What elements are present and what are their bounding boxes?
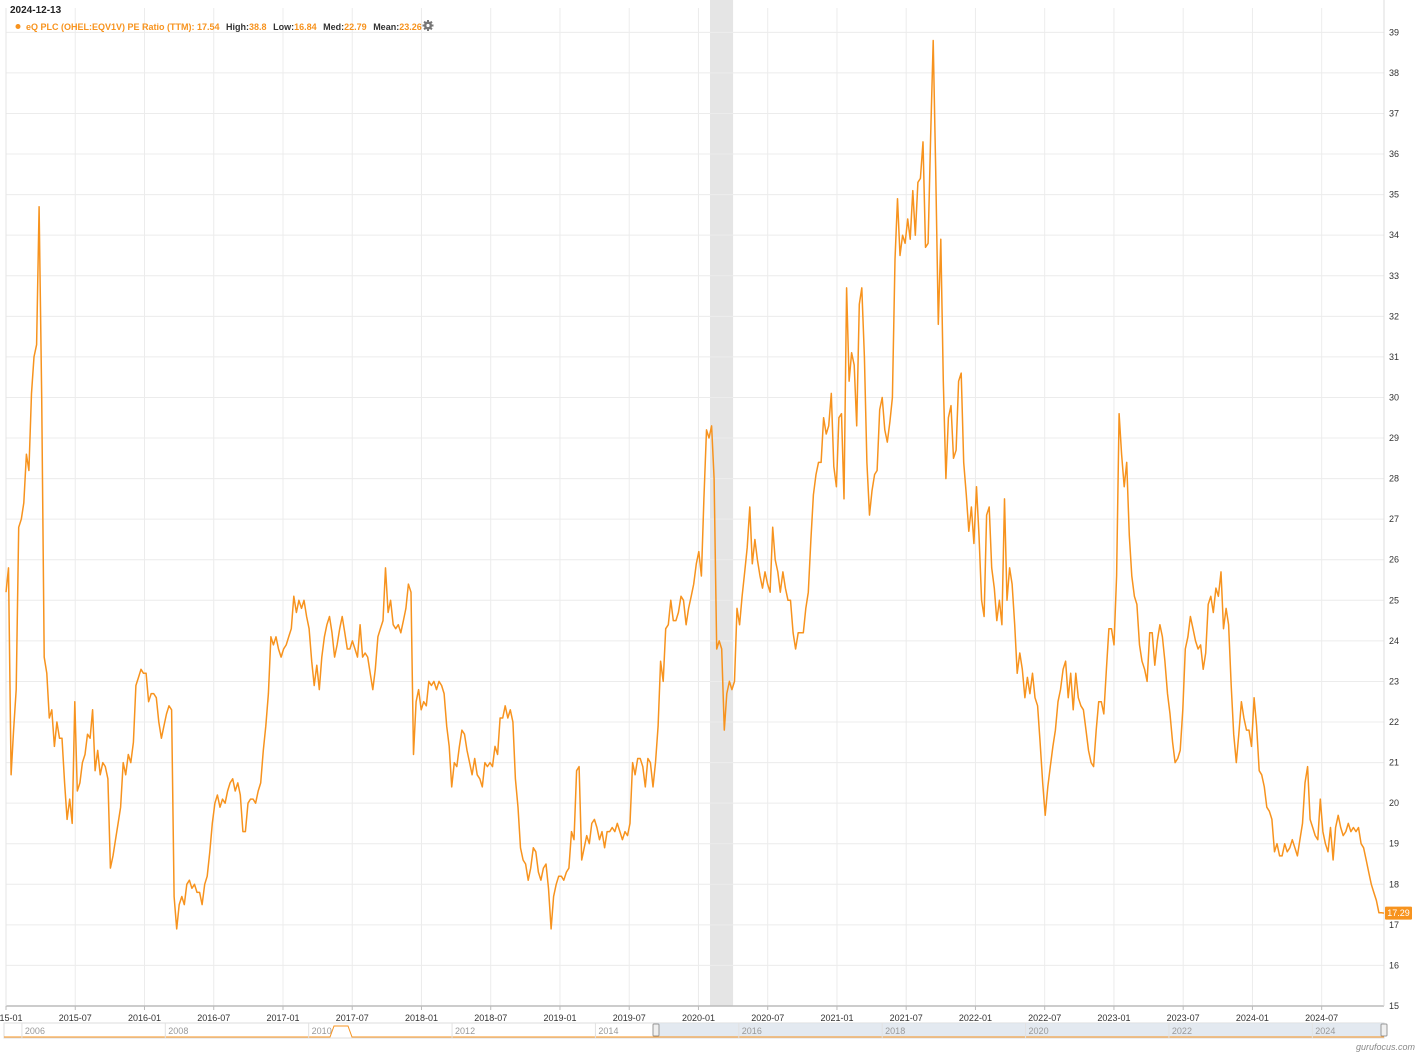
gear-icon[interactable] bbox=[422, 20, 434, 31]
y-tick-label: 16 bbox=[1389, 960, 1399, 970]
watermark: gurufocus.com bbox=[1356, 1042, 1416, 1052]
x-tick-label: 2019-07 bbox=[613, 1013, 646, 1023]
navigator-left-handle[interactable] bbox=[652, 1023, 660, 1037]
x-axis-ticks: 2015-01 2015-07 2016-01 2016-07 2017-01 2017-… bbox=[0, 1006, 1338, 1023]
y-tick-label: 23 bbox=[1389, 676, 1399, 686]
y-tick-label: 39 bbox=[1389, 27, 1399, 37]
x-tick-label: 2015-01 bbox=[0, 1013, 23, 1023]
recession-band bbox=[710, 0, 734, 1006]
series-legend: eQ PLC (OHEL:EQV1V) PE Ratio (TTM): 17.5… bbox=[26, 22, 422, 32]
y-tick-label: 36 bbox=[1389, 149, 1399, 159]
x-tick-label: 2020-07 bbox=[751, 1013, 784, 1023]
y-tick-label: 38 bbox=[1389, 68, 1399, 78]
y-tick-label: 32 bbox=[1389, 311, 1399, 321]
y-tick-label: 28 bbox=[1389, 474, 1399, 484]
y-tick-label: 15 bbox=[1389, 1001, 1399, 1011]
series-legend-dot bbox=[15, 24, 21, 29]
navigator-tick-label: 2012 bbox=[455, 1026, 475, 1036]
y-tick-label: 35 bbox=[1389, 190, 1399, 200]
y-tick-label: 31 bbox=[1389, 352, 1399, 362]
grid-layer bbox=[5, 0, 1385, 1007]
y-axis-ticks: 15 16 17 18 19 20 21 22 23 24 25 26 27 28 29 30 31 32 33 34… bbox=[1389, 27, 1399, 1011]
y-tick-label: 30 bbox=[1389, 392, 1399, 402]
series-legend-label: eQ PLC (OHEL:EQV1V) PE Ratio (TTM): 17.5… bbox=[26, 22, 220, 32]
x-tick-label: 2020-01 bbox=[682, 1013, 715, 1023]
y-tick-label: 27 bbox=[1389, 514, 1399, 524]
navigator[interactable]: 2006 2008 2010 2012 2014 2016 2018 2020 2022 2024 bbox=[3, 1022, 1388, 1039]
x-tick-label: 2019-01 bbox=[543, 1013, 576, 1023]
pe-ratio-line bbox=[5, 39, 1385, 930]
x-tick-label: 2018-07 bbox=[474, 1013, 507, 1023]
y-tick-label: 20 bbox=[1389, 798, 1399, 808]
x-tick-label: 2022-01 bbox=[959, 1013, 992, 1023]
x-tick-label: 2015-07 bbox=[59, 1013, 92, 1023]
current-value-label: 17.29 bbox=[1387, 908, 1410, 918]
stat-med-value: 22.79 bbox=[344, 22, 367, 32]
y-tick-label: 33 bbox=[1389, 271, 1399, 281]
x-tick-label: 2017-07 bbox=[336, 1013, 369, 1023]
x-tick-label: 2016-01 bbox=[128, 1013, 161, 1023]
navigator-tick-label: 2008 bbox=[168, 1026, 188, 1036]
y-tick-label: 25 bbox=[1389, 595, 1399, 605]
navigator-tick-label: 2024 bbox=[1315, 1026, 1335, 1036]
y-tick-label: 21 bbox=[1389, 758, 1399, 768]
x-tick-label: 2018-01 bbox=[405, 1013, 438, 1023]
navigator-selection[interactable] bbox=[657, 1023, 1384, 1038]
x-tick-label: 2021-07 bbox=[890, 1013, 923, 1023]
navigator-right-handle[interactable] bbox=[1380, 1023, 1388, 1037]
x-tick-label: 2024-01 bbox=[1236, 1013, 1269, 1023]
x-tick-label: 2024-07 bbox=[1305, 1013, 1338, 1023]
current-value-badge: 17.29 bbox=[1385, 906, 1412, 920]
stat-high-value: 38.8 bbox=[249, 22, 267, 32]
series-layer bbox=[5, 39, 1385, 930]
x-tick-label: 2023-07 bbox=[1167, 1013, 1200, 1023]
navigator-tick-label: 2014 bbox=[598, 1026, 618, 1036]
stat-med-label: Med: bbox=[323, 22, 344, 32]
recession-band-layer bbox=[710, 0, 734, 1006]
navigator-tick-label: 2016 bbox=[742, 1026, 762, 1036]
y-tick-label: 18 bbox=[1389, 879, 1399, 889]
stat-low-value: 16.84 bbox=[294, 22, 317, 32]
y-tick-label: 29 bbox=[1389, 433, 1399, 443]
y-tick-label: 34 bbox=[1389, 230, 1399, 240]
navigator-series-line bbox=[4, 1025, 1384, 1038]
y-tick-label: 19 bbox=[1389, 839, 1399, 849]
y-tick-label: 37 bbox=[1389, 108, 1399, 118]
x-tick-label: 2023-01 bbox=[1097, 1013, 1130, 1023]
navigator-tick-label: 2010 bbox=[312, 1026, 332, 1036]
stat-mean-value: 23.26 bbox=[399, 22, 422, 32]
x-tick-label: 2017-01 bbox=[266, 1013, 299, 1023]
navigator-ticks: 2006 2008 2010 2012 2014 2016 2018 2020 2022 2024 bbox=[21, 1023, 1335, 1038]
navigator-tick-label: 2006 bbox=[25, 1026, 45, 1036]
stat-low-label: Low: bbox=[273, 22, 294, 32]
navigator-tick-label: 2020 bbox=[1029, 1026, 1049, 1036]
y-tick-label: 24 bbox=[1389, 636, 1399, 646]
y-tick-label: 17 bbox=[1389, 920, 1399, 930]
chart-date: 2024-12-13 bbox=[10, 5, 62, 16]
navigator-tick-label: 2022 bbox=[1172, 1026, 1192, 1036]
stat-mean-label: Mean: bbox=[373, 22, 399, 32]
stat-high-label: High: bbox=[226, 22, 249, 32]
x-tick-label: 2016-07 bbox=[197, 1013, 230, 1023]
y-tick-label: 22 bbox=[1389, 717, 1399, 727]
x-tick-label: 2022-07 bbox=[1028, 1013, 1061, 1023]
x-tick-label: 2021-01 bbox=[820, 1013, 853, 1023]
navigator-tick-label: 2018 bbox=[885, 1026, 905, 1036]
y-tick-label: 26 bbox=[1389, 555, 1399, 565]
